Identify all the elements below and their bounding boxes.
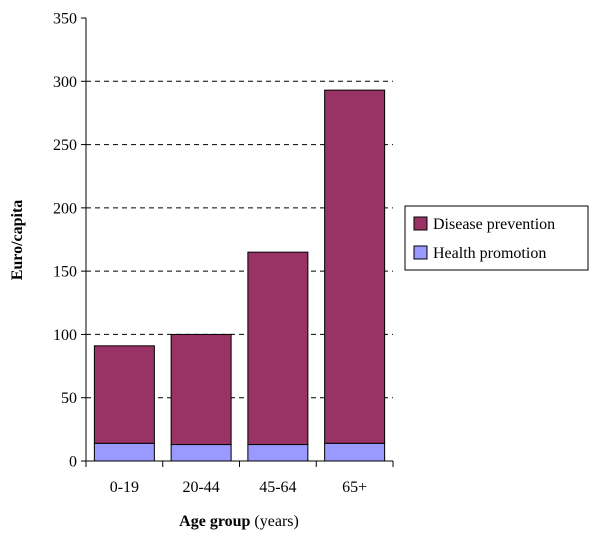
y-tick-label: 50: [61, 390, 77, 407]
bar-health-promotion: [324, 442, 386, 462]
y-tick-label: 150: [53, 264, 77, 281]
x-tick-label: 45-64: [259, 479, 296, 496]
y-tick-label: 350: [53, 11, 77, 28]
bar-disease-prevention: [93, 345, 155, 444]
x-axis-title-unit: (years): [250, 513, 298, 530]
bar-health-promotion: [170, 444, 232, 462]
bar-health-promotion: [93, 442, 155, 462]
y-tick-label: 250: [53, 137, 77, 154]
x-tick-label: 0-19: [110, 479, 139, 496]
legend-swatch: [413, 216, 428, 231]
bar-health-promotion: [247, 444, 309, 462]
x-tick-labels: 0-19 20-44 45-64 65+: [110, 479, 367, 496]
bar-disease-prevention: [324, 89, 386, 444]
y-tick-label: 0: [69, 454, 77, 471]
legend-frame: [404, 205, 589, 271]
y-axis-title: Euro/capita: [9, 200, 26, 281]
x-axis-title: Age group (years): [179, 513, 299, 530]
legend-label: Disease prevention: [433, 216, 555, 233]
y-tick-label: 100: [53, 327, 77, 344]
x-tick-label: 65+: [342, 479, 367, 496]
legend-swatch: [413, 245, 428, 260]
bars: [93, 89, 386, 462]
x-tick-label: 20-44: [182, 479, 219, 496]
axes: [81, 17, 394, 467]
x-axis-title-main: Age group: [179, 513, 250, 530]
y-tick-label: 200: [53, 200, 77, 217]
y-tick-labels: 0 50 100 150 200 250 300 350: [53, 11, 77, 471]
bar-disease-prevention: [247, 251, 309, 446]
bar-disease-prevention: [170, 333, 232, 446]
y-tick-label: 300: [53, 74, 77, 91]
legend: Disease prevention Health promotion: [404, 205, 589, 271]
legend-label: Health promotion: [433, 245, 546, 262]
